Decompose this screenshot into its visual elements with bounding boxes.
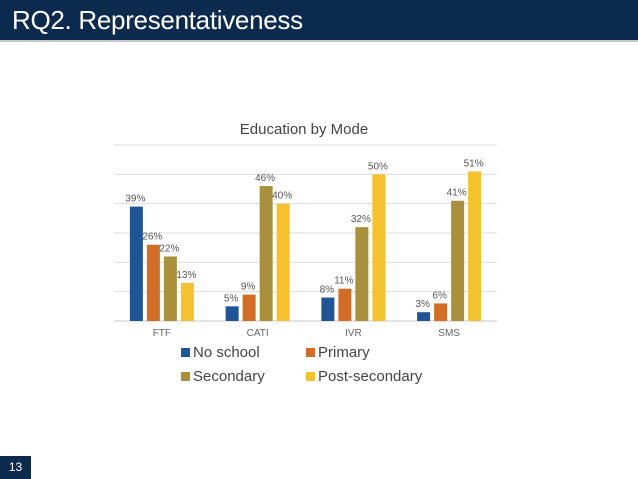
- category-label-sms: SMS: [438, 328, 460, 339]
- title-bar: RQ2. Representativeness: [0, 0, 638, 42]
- bar-secondary-ivr: [355, 227, 369, 321]
- bar-secondary-cati: [259, 186, 273, 321]
- slide-title: RQ2. Representativeness: [12, 5, 303, 35]
- data-label: 46%: [255, 173, 275, 184]
- bar-no-school-ivr: [321, 297, 335, 321]
- bar-secondary-sms: [451, 200, 465, 321]
- data-label: 51%: [464, 158, 484, 169]
- chart-gridlines: [114, 144, 497, 322]
- bar-no-school-ftf: [129, 206, 143, 321]
- chart-category-labels: FTF CATI IVR SMS: [153, 328, 461, 339]
- data-label: 11%: [334, 276, 353, 287]
- category-label-ftf: FTF: [153, 328, 171, 339]
- data-label: 9%: [241, 282, 256, 293]
- bar-primary-cati: [242, 294, 256, 321]
- data-label: 50%: [368, 161, 388, 172]
- legend-swatch: [181, 348, 190, 357]
- data-label: 40%: [272, 191, 292, 202]
- data-label: 22%: [159, 243, 179, 254]
- bar-post-secondary-ivr: [372, 174, 386, 321]
- legend-swatch: [306, 348, 315, 357]
- legend-label: No school: [193, 344, 260, 361]
- data-label: 3%: [415, 299, 430, 310]
- category-label-cati: CATI: [247, 328, 269, 339]
- data-label: 26%: [142, 232, 162, 243]
- legend-swatch: [181, 372, 190, 381]
- bar-no-school-cati: [225, 306, 239, 321]
- data-label: 39%: [125, 194, 145, 205]
- data-label: 41%: [447, 188, 467, 199]
- data-label: 8%: [320, 285, 335, 296]
- legend-label: Secondary: [193, 368, 265, 385]
- bar-primary-ivr: [338, 288, 352, 321]
- bar-primary-sms: [434, 303, 448, 321]
- slide-number: 13: [0, 456, 31, 479]
- bar-post-secondary-ftf: [180, 282, 194, 321]
- bar-post-secondary-sms: [468, 171, 482, 321]
- bar-post-secondary-cati: [276, 203, 290, 321]
- chart-legend: No school Primary Secondary Post-secondary: [181, 344, 423, 385]
- chart-title: Education by Mode: [240, 121, 368, 138]
- data-label: 13%: [176, 270, 196, 281]
- chart-data-labels: 39% 26%22% 13% 5%9% 46% 40% 8%11% 32% 50% 3%6% 41%…: [125, 158, 483, 310]
- legend-label: Primary: [318, 344, 370, 361]
- chart-bars: [129, 171, 482, 321]
- data-label: 6%: [432, 290, 447, 301]
- data-label: 5%: [224, 293, 239, 304]
- legend-label: Post-secondary: [318, 368, 423, 385]
- bar-primary-ftf: [146, 244, 160, 321]
- data-label: 32%: [351, 214, 371, 225]
- bar-no-school-sms: [417, 312, 431, 321]
- category-label-ivr: IVR: [345, 328, 362, 339]
- bar-secondary-ftf: [163, 256, 177, 321]
- legend-swatch: [306, 372, 315, 381]
